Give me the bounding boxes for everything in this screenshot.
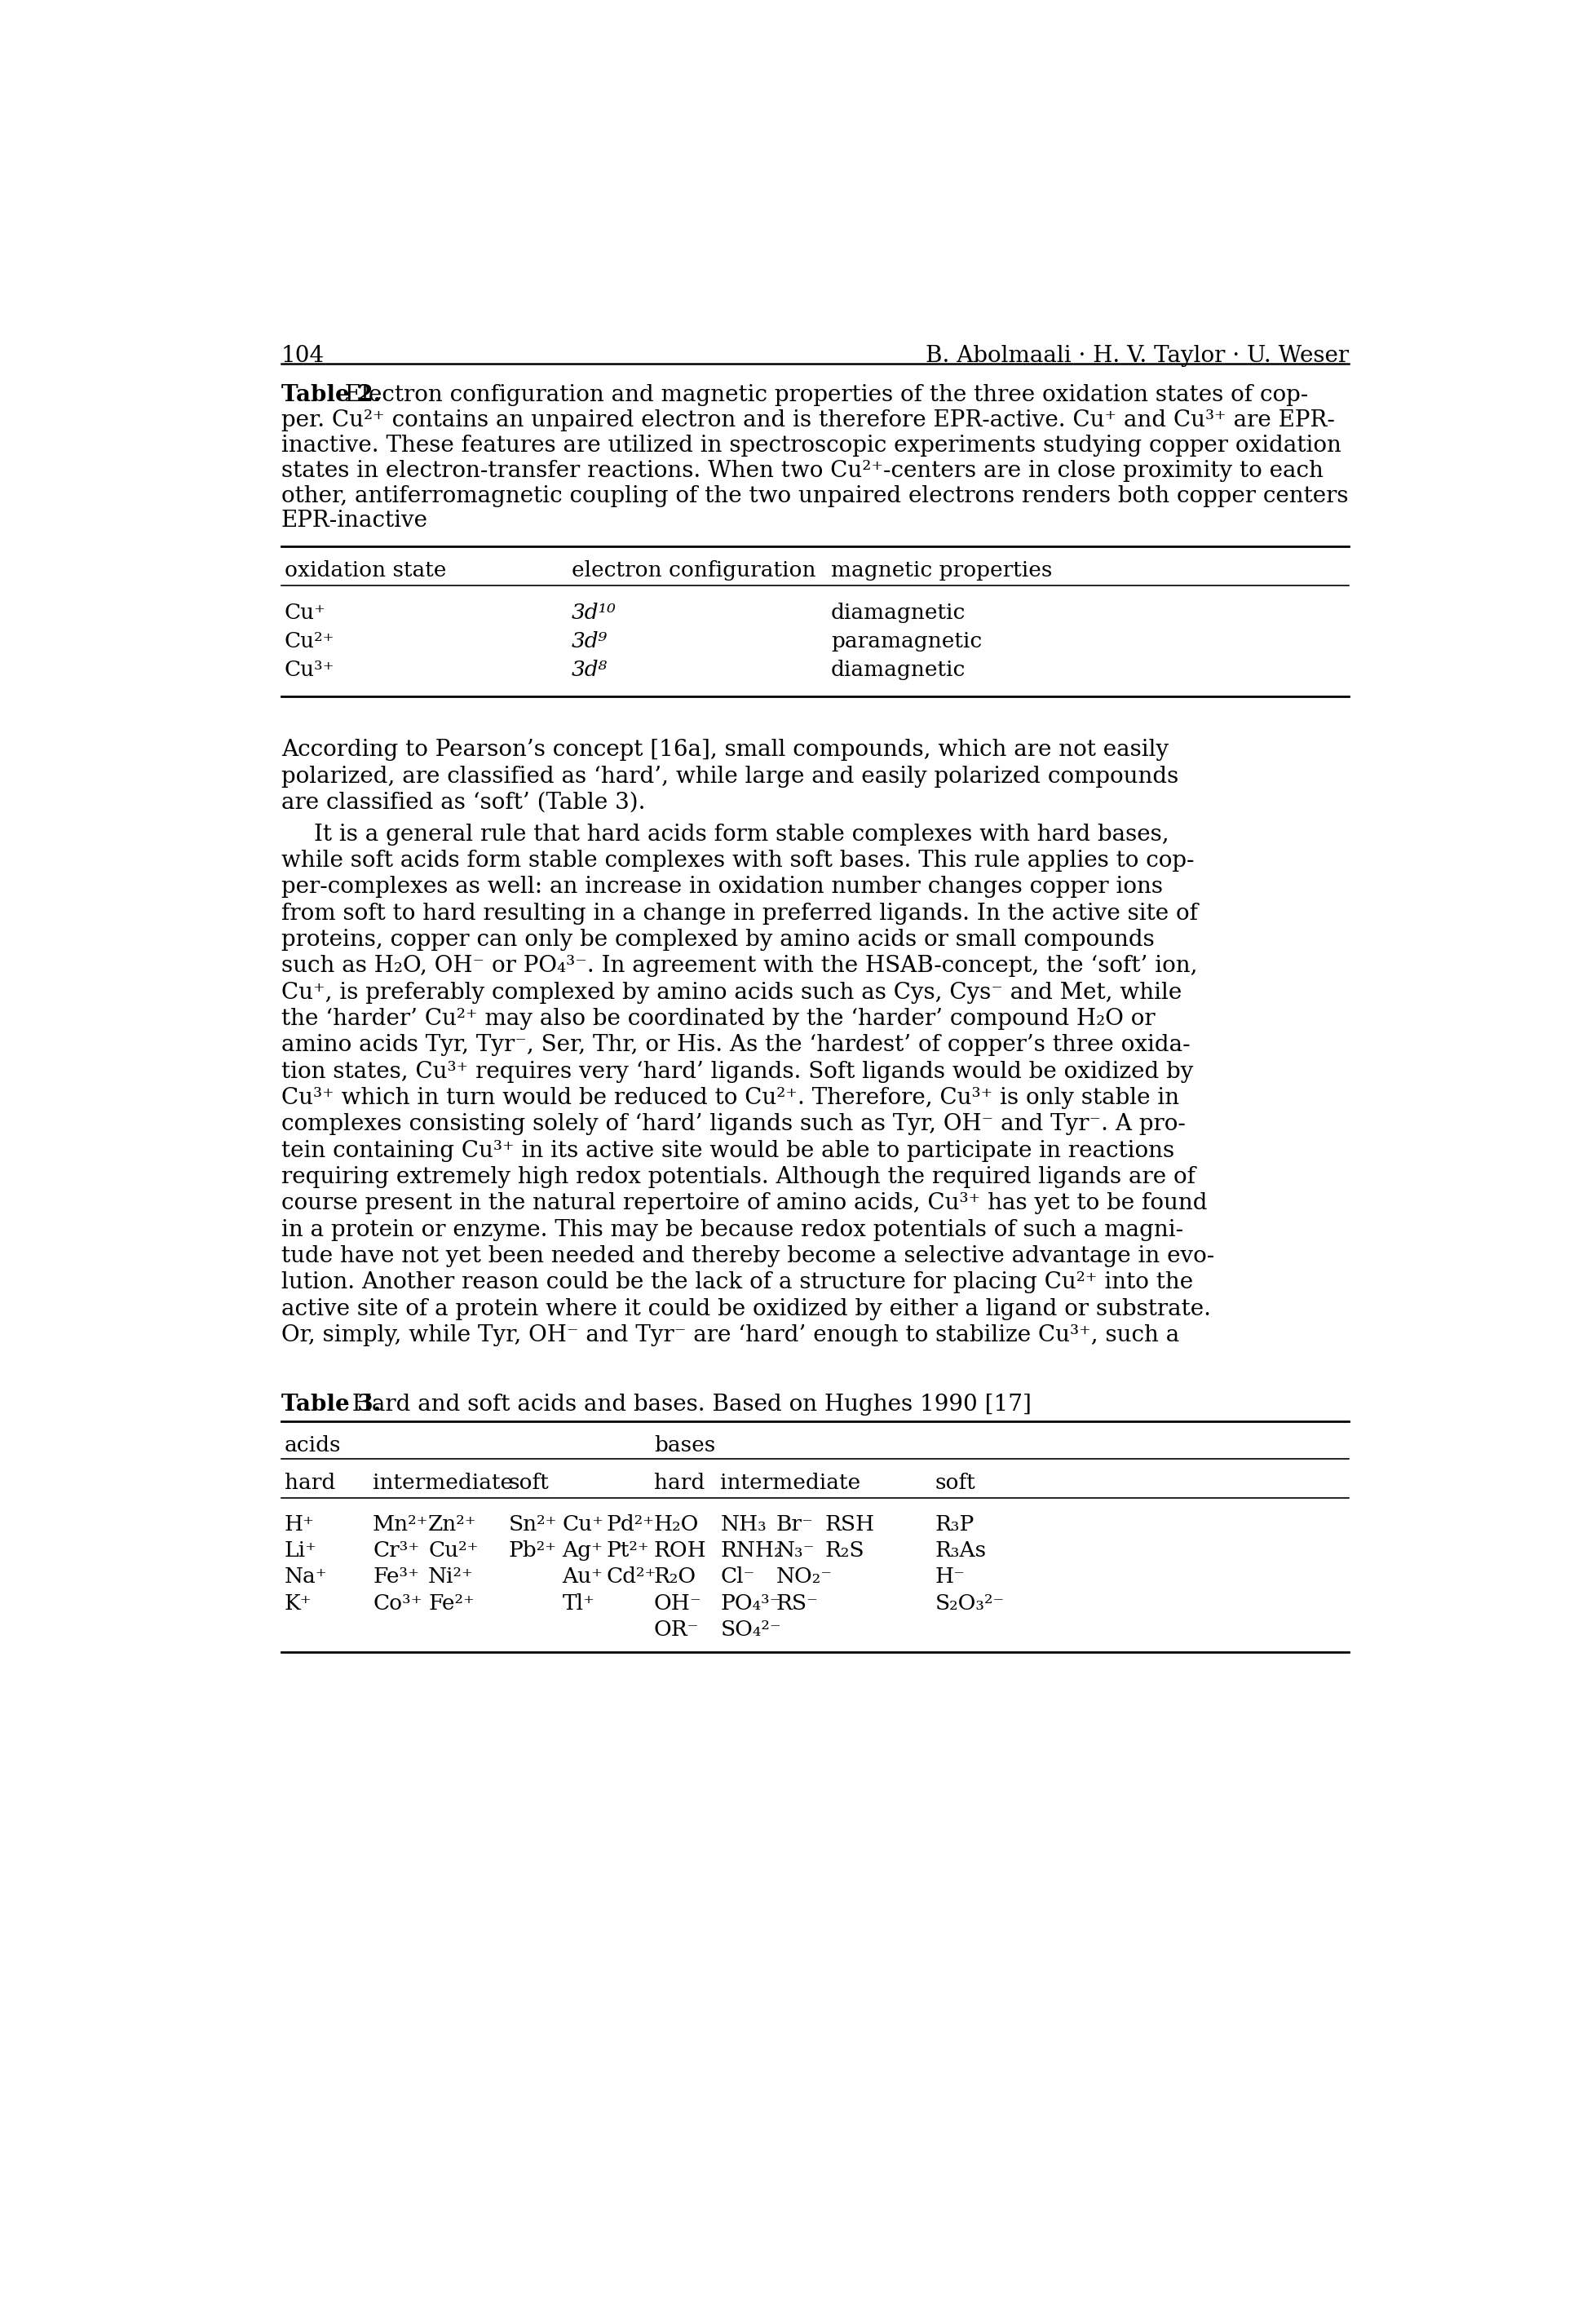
Text: other, antiferromagnetic coupling of the two unpaired electrons renders both cop: other, antiferromagnetic coupling of the… xyxy=(282,486,1348,507)
Text: Pb²⁺: Pb²⁺ xyxy=(509,1541,557,1562)
Text: H₂O: H₂O xyxy=(654,1513,698,1534)
Text: ROH: ROH xyxy=(654,1541,706,1562)
Text: oxidation state: oxidation state xyxy=(285,560,445,581)
Text: Electron configuration and magnetic properties of the three oxidation states of : Electron configuration and magnetic prop… xyxy=(337,383,1308,407)
Text: Cu³⁺: Cu³⁺ xyxy=(285,660,334,679)
Text: Fe³⁺: Fe³⁺ xyxy=(372,1566,418,1587)
Text: NO₂⁻: NO₂⁻ xyxy=(776,1566,832,1587)
Text: PO₄³⁻: PO₄³⁻ xyxy=(721,1592,781,1613)
Text: per. Cu²⁺ contains an unpaired electron and is therefore EPR-active. Cu⁺ and Cu³: per. Cu²⁺ contains an unpaired electron … xyxy=(282,409,1335,432)
Text: paramagnetic: paramagnetic xyxy=(831,632,982,651)
Text: R₂O: R₂O xyxy=(654,1566,697,1587)
Text: polarized, are classified as ‘hard’, while large and easily polarized compounds: polarized, are classified as ‘hard’, whi… xyxy=(282,765,1179,788)
Text: NH₃: NH₃ xyxy=(721,1513,767,1534)
Text: are classified as ‘soft’ (Table 3).: are classified as ‘soft’ (Table 3). xyxy=(282,792,644,813)
Text: lution. Another reason could be the lack of a structure for placing Cu²⁺ into th: lution. Another reason could be the lack… xyxy=(282,1271,1193,1294)
Text: Cu³⁺ which in turn would be reduced to Cu²⁺. Therefore, Cu³⁺ is only stable in: Cu³⁺ which in turn would be reduced to C… xyxy=(282,1088,1179,1109)
Text: R₂S: R₂S xyxy=(824,1541,864,1562)
Text: in a protein or enzyme. This may be because redox potentials of such a magni-: in a protein or enzyme. This may be beca… xyxy=(282,1218,1184,1241)
Text: Cu⁺: Cu⁺ xyxy=(562,1513,605,1534)
Text: K⁺: K⁺ xyxy=(285,1592,312,1613)
Text: tein containing Cu³⁺ in its active site would be able to participate in reaction: tein containing Cu³⁺ in its active site … xyxy=(282,1139,1174,1162)
Text: RS⁻: RS⁻ xyxy=(776,1592,818,1613)
Text: Pd²⁺: Pd²⁺ xyxy=(606,1513,655,1534)
Text: Table 3.: Table 3. xyxy=(282,1394,380,1415)
Text: Ni²⁺: Ni²⁺ xyxy=(428,1566,474,1587)
Text: Pt²⁺: Pt²⁺ xyxy=(606,1541,649,1562)
Text: Cu⁺: Cu⁺ xyxy=(285,602,326,623)
Text: soft: soft xyxy=(509,1473,549,1492)
Text: Or, simply, while Tyr, OH⁻ and Tyr⁻ are ‘hard’ enough to stabilize Cu³⁺, such a: Or, simply, while Tyr, OH⁻ and Tyr⁻ are … xyxy=(282,1325,1179,1346)
Text: Cu⁺, is preferably complexed by amino acids such as Cys, Cys⁻ and Met, while: Cu⁺, is preferably complexed by amino ac… xyxy=(282,981,1182,1004)
Text: According to Pearson’s concept [16a], small compounds, which are not easily: According to Pearson’s concept [16a], sm… xyxy=(282,739,1168,762)
Text: proteins, copper can only be complexed by amino acids or small compounds: proteins, copper can only be complexed b… xyxy=(282,930,1153,951)
Text: such as H₂O, OH⁻ or PO₄³⁻. In agreement with the HSAB-concept, the ‘soft’ ion,: such as H₂O, OH⁻ or PO₄³⁻. In agreement … xyxy=(282,955,1196,976)
Text: intermediate: intermediate xyxy=(721,1473,861,1492)
Text: soft: soft xyxy=(936,1473,975,1492)
Text: 3d⁸: 3d⁸ xyxy=(571,660,608,679)
Text: tude have not yet been needed and thereby become a selective advantage in evo-: tude have not yet been needed and thereb… xyxy=(282,1246,1214,1267)
Text: complexes consisting solely of ‘hard’ ligands such as Tyr, OH⁻ and Tyr⁻. A pro-: complexes consisting solely of ‘hard’ li… xyxy=(282,1113,1185,1136)
Text: SO₄²⁻: SO₄²⁻ xyxy=(721,1620,781,1641)
Text: course present in the natural repertoire of amino acids, Cu³⁺ has yet to be foun: course present in the natural repertoire… xyxy=(282,1192,1208,1215)
Text: Au⁺: Au⁺ xyxy=(562,1566,603,1587)
Text: hard: hard xyxy=(654,1473,705,1492)
Text: electron configuration: electron configuration xyxy=(571,560,816,581)
Text: hard: hard xyxy=(285,1473,336,1492)
Text: diamagnetic: diamagnetic xyxy=(831,660,966,679)
Text: Cu²⁺: Cu²⁺ xyxy=(285,632,334,651)
Text: Cr³⁺: Cr³⁺ xyxy=(372,1541,420,1562)
Text: Co³⁺: Co³⁺ xyxy=(372,1592,422,1613)
Text: EPR-inactive: EPR-inactive xyxy=(282,509,428,532)
Text: R₃As: R₃As xyxy=(936,1541,986,1562)
Text: It is a general rule that hard acids form stable complexes with hard bases,: It is a general rule that hard acids for… xyxy=(313,823,1169,846)
Text: while soft acids form stable complexes with soft bases. This rule applies to cop: while soft acids form stable complexes w… xyxy=(282,851,1193,872)
Text: Fe²⁺: Fe²⁺ xyxy=(428,1592,474,1613)
Text: Br⁻: Br⁻ xyxy=(776,1513,813,1534)
Text: states in electron-transfer reactions. When two Cu²⁺-centers are in close proxim: states in electron-transfer reactions. W… xyxy=(282,460,1324,481)
Text: 3d¹⁰: 3d¹⁰ xyxy=(571,602,616,623)
Text: Cd²⁺: Cd²⁺ xyxy=(606,1566,657,1587)
Text: Hard and soft acids and bases. Based on Hughes 1990 [17]: Hard and soft acids and bases. Based on … xyxy=(337,1394,1033,1415)
Text: Zn²⁺: Zn²⁺ xyxy=(428,1513,477,1534)
Text: per-complexes as well: an increase in oxidation number changes copper ions: per-complexes as well: an increase in ox… xyxy=(282,876,1163,897)
Text: Li⁺: Li⁺ xyxy=(285,1541,317,1562)
Text: from soft to hard resulting in a change in preferred ligands. In the active site: from soft to hard resulting in a change … xyxy=(282,902,1198,925)
Text: OR⁻: OR⁻ xyxy=(654,1620,698,1641)
Text: bases: bases xyxy=(654,1434,716,1455)
Text: Table 2.: Table 2. xyxy=(282,383,380,407)
Text: Sn²⁺: Sn²⁺ xyxy=(509,1513,557,1534)
Text: Na⁺: Na⁺ xyxy=(285,1566,328,1587)
Text: B. Abolmaali · H. V. Taylor · U. Weser: B. Abolmaali · H. V. Taylor · U. Weser xyxy=(926,344,1349,367)
Text: Cu²⁺: Cu²⁺ xyxy=(428,1541,479,1562)
Text: H⁺: H⁺ xyxy=(285,1513,315,1534)
Text: tion states, Cu³⁺ requires very ‘hard’ ligands. Soft ligands would be oxidized b: tion states, Cu³⁺ requires very ‘hard’ l… xyxy=(282,1060,1193,1083)
Text: Ag⁺: Ag⁺ xyxy=(562,1541,603,1562)
Text: OH⁻: OH⁻ xyxy=(654,1592,702,1613)
Text: Cl⁻: Cl⁻ xyxy=(721,1566,754,1587)
Text: amino acids Tyr, Tyr⁻, Ser, Thr, or His. As the ‘hardest’ of copper’s three oxid: amino acids Tyr, Tyr⁻, Ser, Thr, or His.… xyxy=(282,1034,1190,1055)
Text: magnetic properties: magnetic properties xyxy=(831,560,1052,581)
Text: 104: 104 xyxy=(282,344,325,367)
Text: Mn²⁺: Mn²⁺ xyxy=(372,1513,428,1534)
Text: N₃⁻: N₃⁻ xyxy=(776,1541,815,1562)
Text: R₃P: R₃P xyxy=(936,1513,975,1534)
Text: the ‘harder’ Cu²⁺ may also be coordinated by the ‘harder’ compound H₂O or: the ‘harder’ Cu²⁺ may also be coordinate… xyxy=(282,1009,1155,1030)
Text: requiring extremely high redox potentials. Although the required ligands are of: requiring extremely high redox potential… xyxy=(282,1167,1195,1188)
Text: active site of a protein where it could be oxidized by either a ligand or substr: active site of a protein where it could … xyxy=(282,1297,1211,1320)
Text: H⁻: H⁻ xyxy=(936,1566,966,1587)
Text: S₂O₃²⁻: S₂O₃²⁻ xyxy=(936,1592,1006,1613)
Text: 3d⁹: 3d⁹ xyxy=(571,632,608,651)
Text: diamagnetic: diamagnetic xyxy=(831,602,966,623)
Text: RSH: RSH xyxy=(824,1513,875,1534)
Text: inactive. These features are utilized in spectroscopic experiments studying copp: inactive. These features are utilized in… xyxy=(282,435,1341,456)
Text: intermediate: intermediate xyxy=(372,1473,512,1492)
Text: Tl⁺: Tl⁺ xyxy=(562,1592,595,1613)
Text: RNH₂: RNH₂ xyxy=(721,1541,783,1562)
Text: acids: acids xyxy=(285,1434,340,1455)
